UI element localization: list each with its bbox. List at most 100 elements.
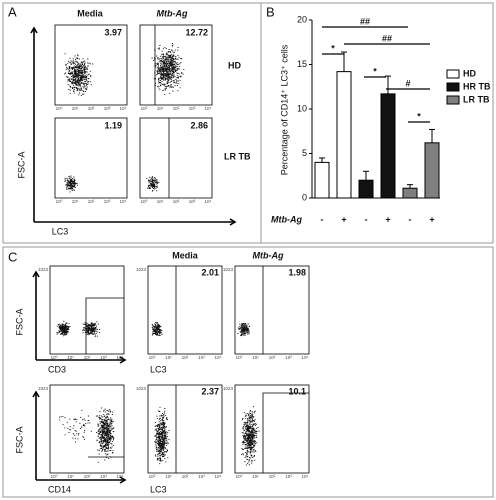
- flow-tick-label: 10⁴: [215, 474, 222, 479]
- bar: [314, 161, 330, 199]
- flow-tick-label: 10²: [84, 355, 91, 360]
- dot-cloud: [154, 406, 170, 465]
- panel-label: C: [8, 249, 17, 264]
- dot-cloud: [151, 322, 163, 337]
- flow-tick-label: 10³: [285, 355, 292, 360]
- flow-tick-label: 10³: [198, 474, 205, 479]
- arrow-head: [119, 476, 127, 484]
- bar: [358, 179, 374, 199]
- dot-cloud: [240, 406, 260, 466]
- dot-cloud: [56, 320, 101, 338]
- x-axis-title: Mtb-Ag: [271, 214, 302, 224]
- significance-mark: ##: [382, 33, 392, 43]
- flow-tick-label: 10⁰: [236, 474, 243, 479]
- flow-tick-label: 10⁴: [117, 474, 124, 479]
- x-tick-label: -: [409, 214, 412, 224]
- axis-title: FSC-A: [14, 309, 24, 336]
- gate-percentage: 10.1: [288, 386, 306, 396]
- significance-mark: *: [417, 111, 421, 121]
- flow-tick-label: 10⁰: [141, 199, 148, 204]
- flow-plot-frame: [139, 24, 213, 106]
- axis-title: LC3: [150, 364, 167, 374]
- flow-tick-label: 10¹: [67, 474, 74, 479]
- x-tick-label: +: [429, 214, 434, 224]
- flow-tick-label: 10³: [100, 474, 107, 479]
- flow-tick-label: 10²: [269, 474, 276, 479]
- axis-title: FSC-A: [16, 152, 26, 179]
- dot-cloud: [151, 42, 185, 95]
- legend-label: HR TB: [463, 81, 491, 91]
- flow-tick-label: 10⁴: [205, 106, 212, 111]
- panel-label: B: [266, 4, 275, 19]
- flow-tick-label: 10¹: [165, 355, 172, 360]
- column-header: Media: [77, 8, 104, 18]
- arrow-head: [119, 356, 127, 364]
- flow-tick-label: 10⁴: [215, 355, 222, 360]
- legend-swatch: [446, 82, 460, 92]
- flow-tick-label: 10³: [100, 355, 107, 360]
- gate-percentage: 12.72: [185, 27, 208, 37]
- bar: [336, 71, 352, 199]
- axis-title: FSC-A: [14, 427, 24, 454]
- flow-tick-label: 10¹: [72, 106, 79, 111]
- flow-tick-label: 10⁴: [205, 199, 212, 204]
- legend-label: LR TB: [463, 94, 490, 104]
- flow-tick-label: 1023: [38, 267, 49, 272]
- flow-tick-label: 10³: [285, 474, 292, 479]
- y-tick-label: 5: [302, 148, 307, 158]
- flow-tick-label: 10⁰: [141, 106, 148, 111]
- x-tick-label: -: [365, 214, 368, 224]
- significance-mark: #: [405, 78, 410, 88]
- arrow-head: [229, 218, 237, 226]
- significance-mark: *: [373, 66, 377, 76]
- flow-tick-label: 10⁰: [149, 355, 156, 360]
- flow-tick-label: 10¹: [252, 355, 259, 360]
- dot-cloud: [237, 322, 251, 337]
- flow-tick-label: 10⁰: [56, 106, 63, 111]
- column-header: Media: [172, 250, 199, 260]
- dot-cloud: [146, 175, 160, 192]
- legend-swatch: [446, 69, 460, 79]
- flow-tick-label: 10⁰: [149, 474, 156, 479]
- panel-label: A: [8, 4, 17, 19]
- significance-mark: ##: [360, 16, 370, 26]
- flow-tick-label: 1023: [223, 267, 234, 272]
- flow-tick-label: 10³: [198, 355, 205, 360]
- flow-plot-frame: [147, 384, 223, 474]
- gate-percentage: 2.01: [201, 267, 219, 277]
- bar: [380, 93, 396, 199]
- flow-tick-label: 10¹: [252, 474, 259, 479]
- flow-tick-label: 10⁰: [51, 474, 58, 479]
- flow-tick-label: 10³: [104, 106, 111, 111]
- flow-tick-label: 10²: [182, 474, 189, 479]
- flow-tick-label: 10²: [173, 199, 180, 204]
- y-axis-title: Percentage of CD14⁺ LC3⁺ cells: [279, 44, 289, 175]
- flow-tick-label: 10⁰: [51, 355, 58, 360]
- axis-title: CD14: [48, 484, 71, 494]
- bar: [402, 187, 418, 199]
- flow-tick-label: 10³: [189, 199, 196, 204]
- dot-cloud: [63, 53, 94, 96]
- axis-title: LC3: [52, 226, 69, 236]
- gate-percentage: 3.97: [104, 27, 122, 37]
- flow-tick-label: 10²: [182, 355, 189, 360]
- legend-swatch: [446, 95, 460, 105]
- y-tick-label: 20: [297, 14, 307, 24]
- flow-tick-label: 10³: [104, 199, 111, 204]
- gate-percentage: 1.98: [288, 267, 306, 277]
- axis-title: LC3: [150, 484, 167, 494]
- gate-percentage: 1.19: [104, 120, 122, 130]
- flow-tick-label: 10¹: [165, 474, 172, 479]
- x-tick-label: +: [385, 214, 390, 224]
- flow-plot-frame: [49, 384, 125, 474]
- flow-plot-frame: [234, 384, 310, 474]
- row-label: LR TB: [224, 151, 251, 161]
- column-header: Mtb-Ag: [157, 8, 188, 18]
- flow-tick-label: 1023: [136, 386, 147, 391]
- flow-tick-label: 10⁰: [236, 355, 243, 360]
- flow-tick-label: 1023: [38, 386, 49, 391]
- flow-tick-label: 10²: [173, 106, 180, 111]
- bar: [424, 142, 440, 199]
- flow-tick-label: 10¹: [157, 106, 164, 111]
- flow-tick-label: 10¹: [67, 355, 74, 360]
